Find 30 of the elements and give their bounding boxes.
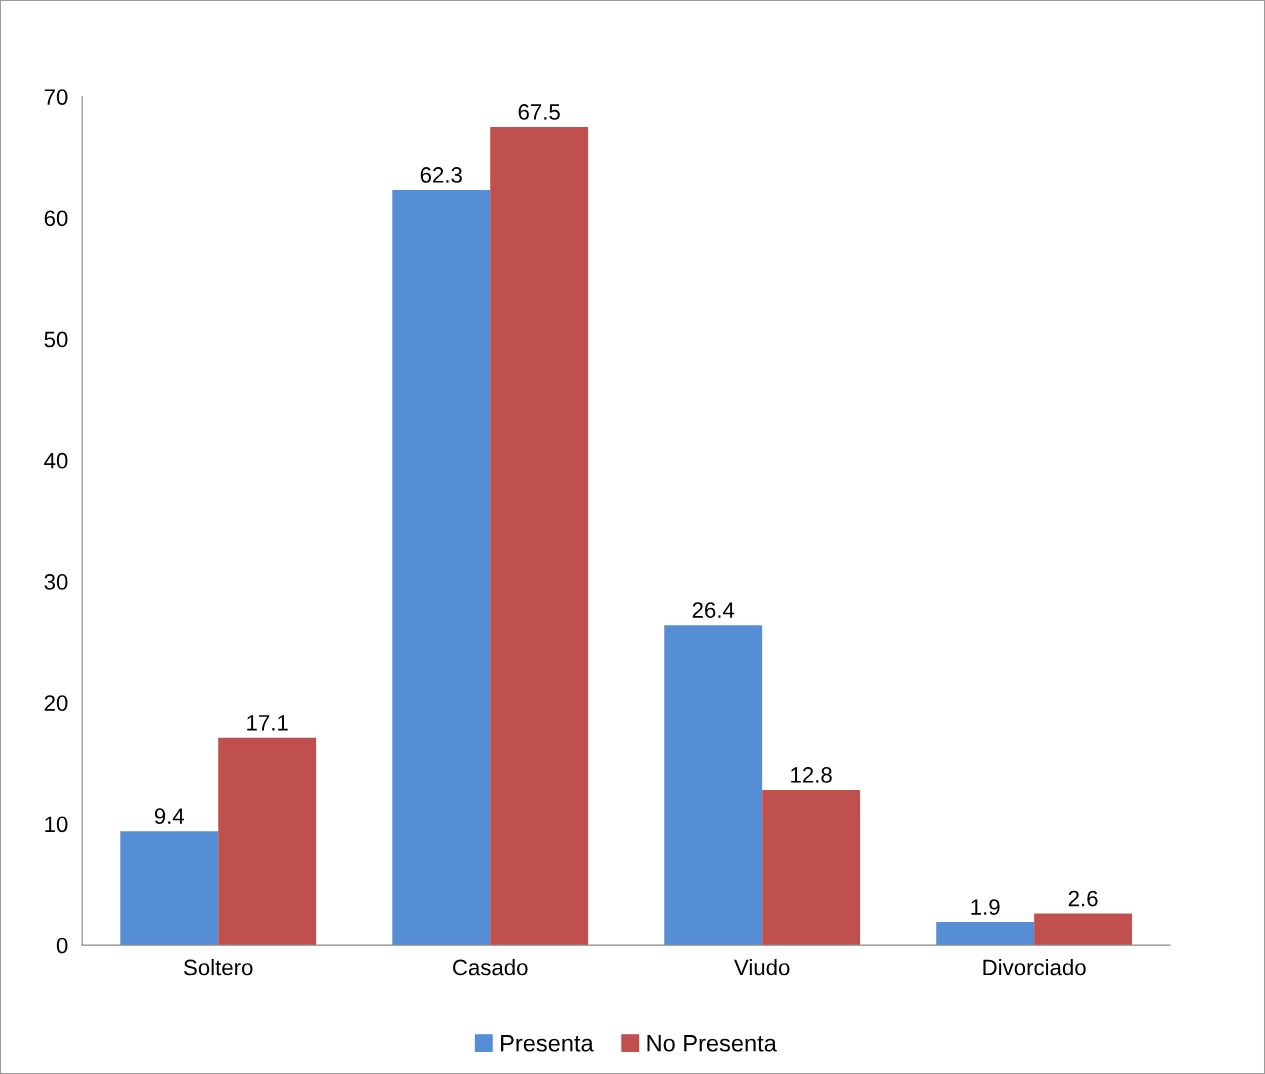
- bar: [762, 789, 861, 946]
- y-tick-label: 0: [56, 937, 68, 954]
- y-tick-label: 40: [44, 452, 68, 469]
- legend-label: No Presenta: [647, 1035, 777, 1052]
- bar: [392, 189, 491, 946]
- x-tick-label: Soltero: [184, 959, 253, 976]
- x-tick-label: Divorciado: [983, 959, 1086, 976]
- data-label: 9.4: [154, 808, 185, 825]
- y-tick-label: 10: [45, 816, 68, 833]
- data-label: 12.8: [791, 767, 832, 783]
- bar: [664, 625, 763, 946]
- data-label: 62.3: [420, 167, 462, 183]
- bar: [936, 922, 1035, 946]
- x-tick-label: Casado: [453, 959, 528, 976]
- bar: [1034, 913, 1133, 946]
- y-tick-label: 60: [44, 210, 68, 227]
- data-label: 26.4: [692, 602, 735, 618]
- bar: [490, 126, 589, 946]
- data-label: 1.9: [971, 899, 1000, 915]
- y-tick-label: 50: [44, 331, 68, 348]
- y-tick-label: 70: [44, 89, 68, 105]
- data-label: 67.5: [518, 104, 560, 120]
- bar: [120, 831, 219, 946]
- x-tick-label: Viudo: [734, 959, 790, 976]
- y-tick-label: 20: [44, 695, 68, 711]
- data-label: 17.1: [247, 715, 288, 731]
- y-tick-label: 30: [44, 574, 68, 590]
- legend-label: Presenta: [501, 1035, 594, 1052]
- data-label: 2.6: [1068, 890, 1098, 907]
- bar: [218, 737, 317, 946]
